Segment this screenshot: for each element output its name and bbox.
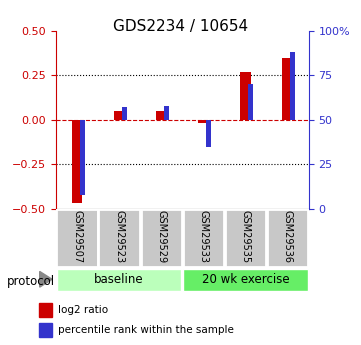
Bar [114, 111, 125, 120]
Text: GSM29523: GSM29523 [114, 210, 124, 264]
Bar [122, 107, 127, 120]
Bar [99, 209, 140, 267]
Text: GSM29529: GSM29529 [156, 210, 166, 264]
Bar [80, 120, 85, 195]
Bar [183, 269, 308, 290]
Bar [39, 324, 52, 337]
Text: baseline: baseline [94, 273, 144, 286]
Text: GSM29535: GSM29535 [240, 210, 251, 264]
Bar [72, 120, 82, 204]
Bar [267, 209, 308, 267]
Text: protocol: protocol [7, 275, 55, 288]
Bar [282, 58, 293, 120]
Bar [240, 72, 251, 120]
Text: GSM29536: GSM29536 [283, 210, 293, 263]
Polygon shape [40, 272, 52, 287]
Text: 20 wk exercise: 20 wk exercise [202, 273, 289, 286]
Bar [56, 209, 97, 267]
Bar [156, 111, 166, 120]
Bar [248, 84, 253, 120]
Bar [57, 269, 182, 290]
Bar [198, 120, 209, 124]
Bar [140, 209, 182, 267]
Text: log2 ratio: log2 ratio [58, 305, 108, 315]
Bar [183, 209, 224, 267]
Bar [290, 52, 295, 120]
Bar [164, 106, 169, 120]
Text: GSM29533: GSM29533 [198, 210, 208, 263]
Text: percentile rank within the sample: percentile rank within the sample [58, 325, 234, 335]
Bar [206, 120, 211, 147]
Text: GDS2234 / 10654: GDS2234 / 10654 [113, 19, 248, 34]
Bar [225, 209, 266, 267]
Bar [39, 303, 52, 317]
Text: GSM29507: GSM29507 [72, 210, 82, 264]
